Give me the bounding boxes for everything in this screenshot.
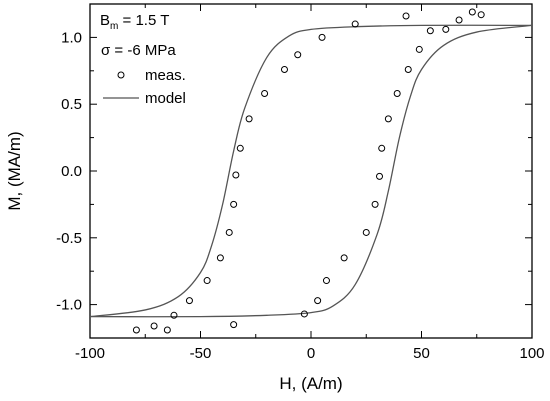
meas-point [402, 12, 410, 20]
meas-point [300, 310, 308, 318]
legend: meas. model [103, 67, 186, 107]
x-tick-label: 100 [519, 345, 544, 362]
meas-point [415, 45, 423, 53]
meas-point [163, 326, 171, 334]
axis-ticks: -100 -50 0 50 100 -1.0 -0.5 0.0 0.5 1.0 [56, 4, 545, 362]
meas-point [468, 8, 476, 16]
meas-point [318, 33, 326, 41]
y-tick-label: 1.0 [61, 29, 82, 46]
bm-annotation: Bm = 1.5 T [100, 12, 169, 32]
x-tick-label: -100 [75, 345, 105, 362]
meas-point [232, 171, 240, 179]
y-tick-label: 0.5 [61, 96, 82, 113]
y-tick-label: -0.5 [56, 230, 82, 247]
x-axis-title: H, (A/m) [279, 374, 342, 393]
meas-point [203, 277, 211, 285]
meas-point [426, 27, 434, 35]
meas-point [261, 90, 269, 98]
meas-point [170, 311, 178, 319]
legend-meas-marker [117, 71, 125, 79]
meas-point [362, 228, 370, 236]
y-tick-label: -1.0 [56, 297, 82, 314]
meas-point [371, 200, 379, 208]
meas-point [150, 322, 158, 330]
meas-point [245, 115, 253, 123]
meas-point [314, 297, 322, 305]
meas-point [322, 277, 330, 285]
model-curves [89, 24, 533, 318]
y-tick-label: 0.0 [61, 163, 82, 180]
meas-point [442, 25, 450, 33]
legend-model-label: model [145, 90, 186, 107]
meas-point [455, 16, 463, 24]
meas-point [378, 144, 386, 152]
meas-point [351, 20, 359, 28]
meas-point [404, 65, 412, 73]
meas-point [477, 11, 485, 19]
meas-point [393, 90, 401, 98]
x-tick-label: 50 [413, 345, 430, 362]
meas-point [230, 200, 238, 208]
meas-point [384, 115, 392, 123]
meas-point [216, 254, 224, 262]
meas-point [340, 254, 348, 262]
meas-point [280, 65, 288, 73]
legend-meas-label: meas. [145, 67, 186, 84]
model-curve-ascending [89, 24, 533, 318]
meas-point [225, 228, 233, 236]
measured-points [132, 8, 485, 334]
x-tick-label: -50 [190, 345, 212, 362]
x-tick-label: 0 [307, 345, 315, 362]
meas-point [236, 144, 244, 152]
y-axis-title: M, (MA/m) [5, 131, 24, 210]
sigma-annotation: σ = -6 MPa [101, 42, 176, 59]
annotation-block: Bm = 1.5 T σ = -6 MPa [100, 12, 176, 59]
meas-point [185, 297, 193, 305]
meas-point [132, 326, 140, 334]
meas-point [230, 321, 238, 329]
meas-point [294, 51, 302, 59]
model-curve-descending [89, 24, 533, 318]
meas-point [376, 172, 384, 180]
